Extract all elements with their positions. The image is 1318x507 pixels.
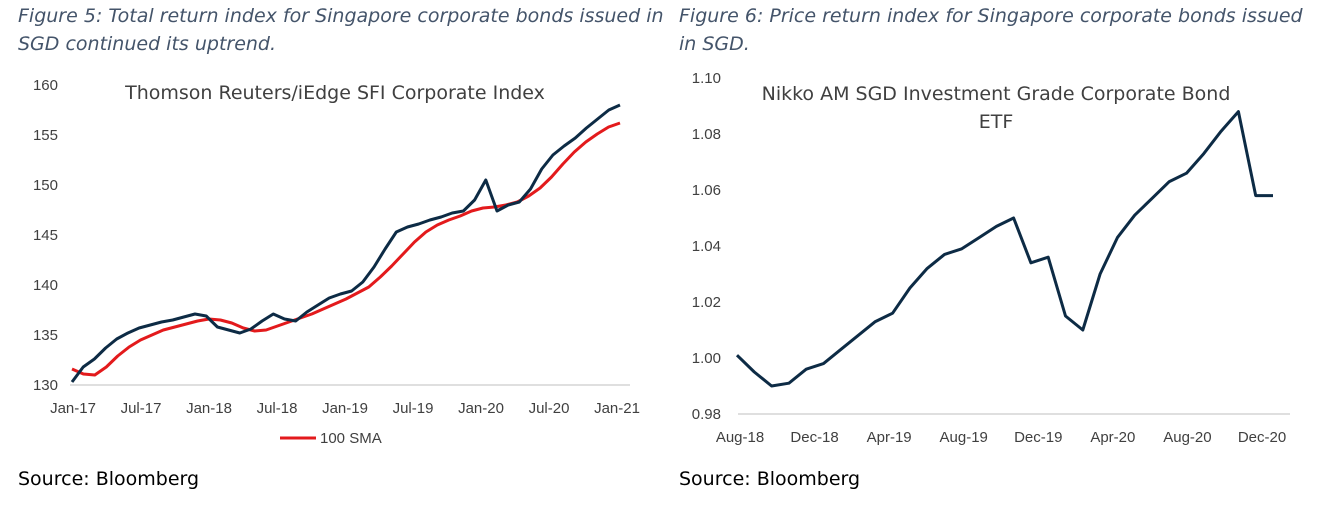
chart2-x-tick-label: Dec-19 [1014,429,1062,446]
chart2-title-line1: Nikko AM SGD Investment Grade Corporate … [762,83,1231,105]
chart1-x-tick-label: Jul-18 [257,400,298,417]
figure5-caption: Figure 5: Total return index for Singapo… [18,5,664,55]
chart1-title: Thomson Reuters/iEdge SFI Corporate Inde… [124,82,545,104]
chart2-x-tick-label: Apr-19 [867,429,912,446]
chart2-y-tick-label: 1.08 [692,126,721,143]
total-return-chart: Thomson Reuters/iEdge SFI Corporate Inde… [33,77,640,447]
chart1-x-tick-label: Jan-20 [458,400,504,417]
chart2-x-tick-label: Dec-20 [1238,429,1286,446]
chart1-y-tick-label: 155 [33,127,58,144]
chart1-x-tick-label: Jul-20 [529,400,570,417]
etf-series-line [735,110,1273,388]
figure6-source: Source: Bloomberg [679,468,861,490]
chart1-x-tick-label: Jan-17 [50,400,96,417]
chart2-title-line2: ETF [979,111,1014,133]
chart1-y-tick-label: 145 [33,227,58,244]
chart2-x-tick-label: Dec-18 [790,429,838,446]
chart2-y-tick-label: 1.10 [692,70,721,87]
chart2-y-tick-label: 1.02 [692,294,721,311]
chart2-y-tick-label: 0.98 [692,406,721,423]
chart1-y-tick-label: 130 [33,377,58,394]
chart2-y-tick-label: 1.06 [692,182,721,199]
chart1-x-tick-label: Jan-19 [322,400,368,417]
chart1-y-tick-label: 135 [33,327,58,344]
chart2-x-tick-label: Aug-18 [716,429,764,446]
figure6-caption: Figure 6: Price return index for Singapo… [679,5,1303,55]
chart2-x-tick-label: Aug-20 [1163,429,1211,446]
chart1-x-tick-label: Jan-18 [186,400,232,417]
chart1-legend: 100 SMA [280,430,382,447]
chart2-y-tick-label: 1.04 [692,238,721,255]
chart1-x-tick-label: Jul-19 [393,400,434,417]
chart2-x-tick-label: Apr-20 [1090,429,1135,446]
chart1-y-tick-label: 150 [33,177,58,194]
chart1-x-tick-label: Jul-17 [121,400,162,417]
chart2-y-tick-label: 1.00 [692,350,721,367]
legend-sma-label: 100 SMA [320,430,382,447]
figure5-source: Source: Bloomberg [18,468,200,490]
chart1-y-tick-label: 140 [33,277,58,294]
sma-series-line [71,121,621,377]
index-series-line [70,103,621,383]
chart1-y-tick-label: 160 [33,77,58,94]
chart2-x-tick-label: Aug-19 [940,429,988,446]
price-return-chart: Nikko AM SGD Investment Grade Corporate … [692,70,1290,446]
chart1-x-tick-label: Jan-21 [594,400,640,417]
